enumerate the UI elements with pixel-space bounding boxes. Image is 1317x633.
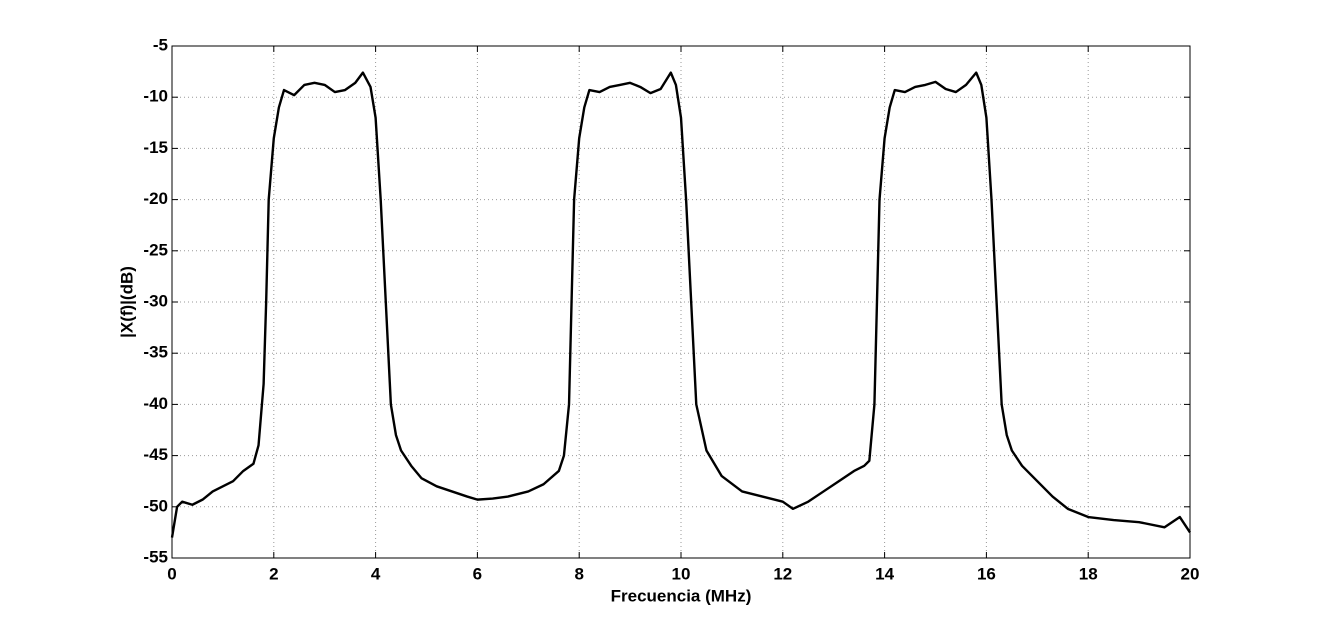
x-tick-label: 18 bbox=[1079, 564, 1098, 583]
plot-frame bbox=[171, 45, 1191, 559]
x-tick-label: 6 bbox=[473, 564, 482, 583]
x-tick-label: 8 bbox=[574, 564, 583, 583]
x-tick-label: 2 bbox=[269, 564, 278, 583]
x-tick-label: 16 bbox=[977, 564, 996, 583]
x-tick-label: 14 bbox=[875, 564, 894, 583]
y-tick-label: -20 bbox=[143, 189, 168, 208]
x-tick-label: 0 bbox=[167, 564, 176, 583]
y-tick-label: -10 bbox=[143, 87, 168, 106]
y-tick-label: -45 bbox=[143, 445, 168, 464]
y-tick-label: -50 bbox=[143, 496, 168, 515]
y-axis-label: |X(f)|(dB) bbox=[117, 266, 136, 338]
y-tick-label: -15 bbox=[143, 138, 168, 157]
y-tick-label: -40 bbox=[143, 394, 168, 413]
y-tick-label: -35 bbox=[143, 343, 168, 362]
y-tick-label: -5 bbox=[153, 35, 168, 54]
x-tick-label: 20 bbox=[1181, 564, 1200, 583]
x-tick-label: 12 bbox=[773, 564, 792, 583]
data-line bbox=[170, 71, 1192, 538]
y-tick-label: -30 bbox=[143, 291, 168, 310]
y-tick-label: -55 bbox=[143, 547, 168, 566]
x-tick-label: 10 bbox=[672, 564, 691, 583]
x-axis-label: Frecuencia (MHz) bbox=[611, 586, 752, 605]
x-tick-label: 4 bbox=[371, 564, 381, 583]
y-tick-label: -25 bbox=[143, 240, 168, 259]
